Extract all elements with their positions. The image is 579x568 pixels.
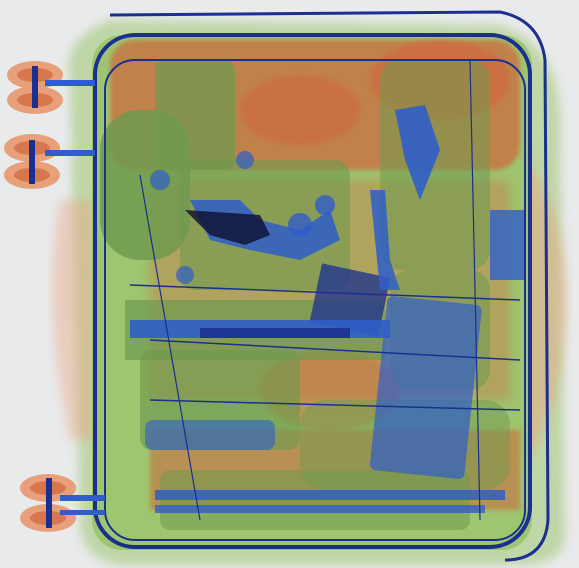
luggage-frame	[93, 10, 550, 562]
wheel-middle-left	[4, 134, 95, 189]
wheel-top-left	[7, 61, 95, 114]
luggage-wheels	[4, 61, 105, 532]
metal-objects	[130, 105, 525, 513]
wheel-bottom-left	[20, 474, 105, 532]
